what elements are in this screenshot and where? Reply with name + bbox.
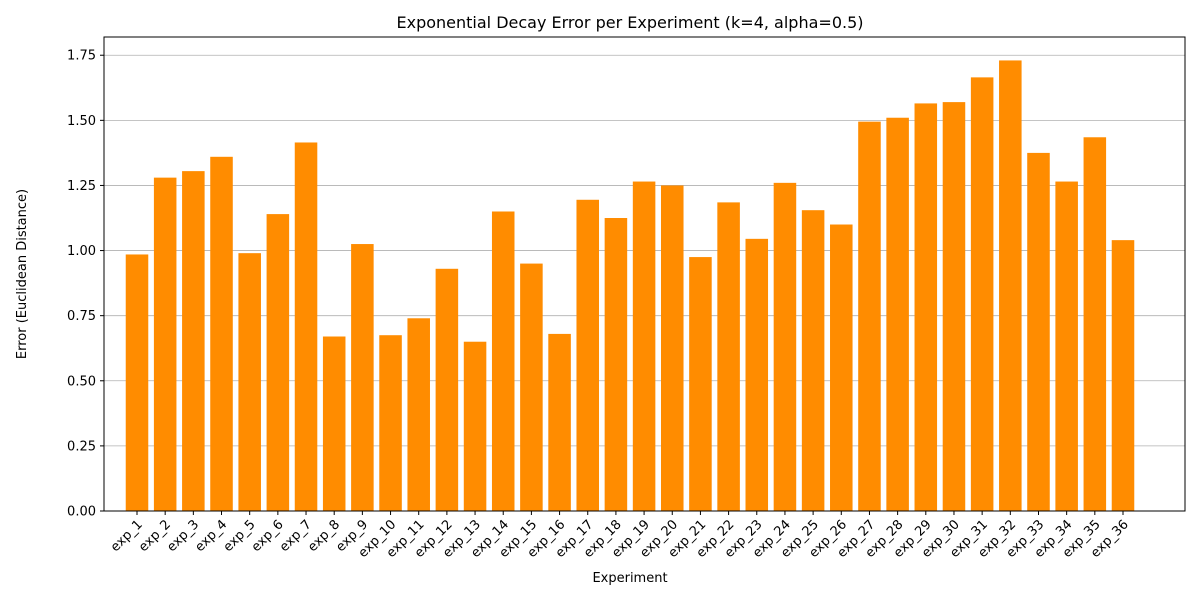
- bar-exp_31: [970, 77, 994, 511]
- bar-exp_10: [379, 335, 402, 511]
- bar-exp_36: [1111, 240, 1135, 511]
- y-tick-label: 1.00: [67, 244, 96, 259]
- bar-exp_14: [491, 211, 515, 511]
- bar-exp_4: [210, 156, 233, 512]
- y-tick-label: 1.75: [67, 49, 96, 64]
- bar-exp_15: [520, 263, 543, 511]
- bar-exp_16: [548, 333, 571, 511]
- bar-exp_8: [322, 336, 346, 511]
- bar-exp_7: [294, 142, 318, 511]
- bar-exp_11: [407, 318, 430, 511]
- bar-exp_32: [999, 60, 1022, 511]
- bar-exp_29: [914, 103, 938, 512]
- bar-exp_25: [801, 210, 825, 511]
- bar-exp_34: [1055, 181, 1078, 512]
- y-tick-label: 1.50: [67, 114, 96, 129]
- bar-exp_33: [1027, 152, 1050, 511]
- bar-exp_27: [858, 121, 881, 512]
- bar-exp_9: [351, 244, 374, 512]
- bar-exp_23: [745, 238, 769, 512]
- bar-exp_18: [604, 218, 628, 511]
- y-axis-label: Error (Euclidean Distance): [15, 189, 30, 359]
- y-axis-ticks: 0.00 0.25 0.50 0.75 1.00 1.25 1.50 1.75: [67, 49, 104, 520]
- bars: [125, 60, 1135, 512]
- y-tick-label: 0.00: [67, 505, 96, 520]
- bar-exp_21: [689, 257, 712, 511]
- bar-exp_28: [886, 117, 909, 511]
- bar-exp_35: [1083, 137, 1107, 511]
- chart-title: Exponential Decay Error per Experiment (…: [396, 13, 863, 32]
- bar-exp_17: [576, 199, 600, 511]
- x-axis-ticks: exp_1exp_2exp_3exp_4exp_5exp_6exp_7exp_8…: [108, 511, 1132, 561]
- y-tick-label: 0.50: [67, 374, 96, 389]
- bar-exp_20: [660, 185, 684, 511]
- bar-exp_30: [942, 102, 966, 511]
- bar-exp_5: [238, 253, 261, 511]
- bar-exp_13: [463, 341, 487, 511]
- y-tick-label: 1.25: [67, 179, 96, 194]
- bar-exp_2: [153, 177, 177, 511]
- bar-exp_1: [125, 254, 149, 511]
- bar-exp_12: [435, 268, 459, 511]
- bar-exp_3: [182, 171, 205, 511]
- bar-exp_26: [830, 224, 853, 511]
- bar-exp_6: [266, 214, 290, 511]
- bar-exp_22: [717, 202, 740, 511]
- bar-exp_24: [773, 182, 797, 511]
- bar-exp_19: [632, 181, 656, 512]
- y-tick-label: 0.75: [67, 309, 96, 324]
- x-axis-label: Experiment: [592, 571, 667, 586]
- y-tick-label: 0.25: [67, 439, 96, 454]
